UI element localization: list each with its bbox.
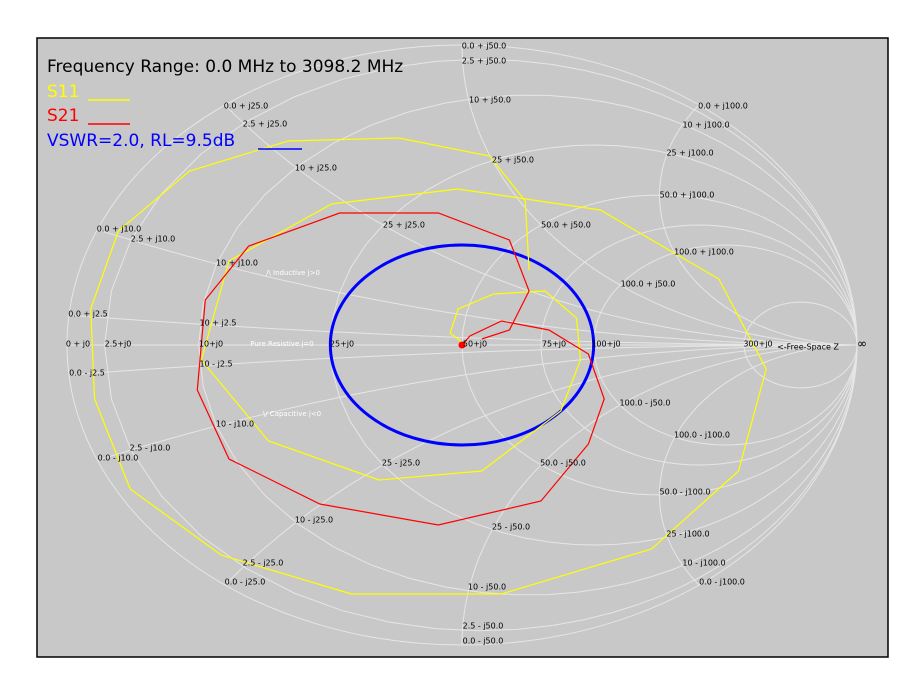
grid-label: 10 + j50.0 <box>469 96 511 105</box>
grid-label: 0.0 + j100.0 <box>698 102 748 111</box>
chart-title: Frequency Range: 0.0 MHz to 3098.2 MHz <box>47 57 403 77</box>
annotation: Pure Resistive j=0 <box>250 340 314 348</box>
grid-label: 25 - j25.0 <box>382 459 420 468</box>
grid-label: 0.0 - j10.0 <box>98 454 139 463</box>
grid-label: 2.5 - j25.0 <box>243 559 284 568</box>
grid-label: 100.0 + j100.0 <box>674 248 734 257</box>
grid-label: 0.0 - j25.0 <box>225 578 266 587</box>
grid-label: 0.0 - j50.0 <box>463 637 504 646</box>
trace <box>90 137 767 595</box>
grid-label: 2.5 - j50.0 <box>463 622 504 631</box>
grid-label: 10 + j10.0 <box>216 259 258 268</box>
curves <box>90 137 767 595</box>
vswr-circle <box>328 243 596 447</box>
grid-label: 2.5 + j10.0 <box>131 235 176 244</box>
grid-label: 25+j0 <box>330 340 354 349</box>
grid-label: 0 + j0 <box>66 340 90 349</box>
grid-label: 0.0 + j25.0 <box>224 102 269 111</box>
grid-label: 25 + j25.0 <box>383 221 425 230</box>
grid-label: 2.5 - j10.0 <box>130 444 171 453</box>
annotation: <-Free-Space Z <box>777 343 839 352</box>
grid-label: 2.5 + j25.0 <box>243 120 288 129</box>
grid-label: 2.5+j0 <box>105 340 132 349</box>
grid-label: 10 - j50.0 <box>468 583 506 592</box>
legend-label: S21 <box>47 106 79 126</box>
grid-label: 10 - j10.0 <box>216 420 254 429</box>
grid-label: 25 - j50.0 <box>492 523 530 532</box>
labels: 0.0 + j50.0 2.5 + j50.0 10 + j50.0 25 + j50… <box>66 42 867 646</box>
grid-label: 10 - j25.0 <box>295 516 333 525</box>
grid-label: 10 - j2.5 <box>199 360 232 369</box>
grid-label: 100.0 - j100.0 <box>674 431 730 440</box>
resistance-circle <box>743 301 858 389</box>
grid-label: 10 + j100.0 <box>682 121 729 130</box>
annotation: \/ Capacitive j<0 <box>263 410 321 418</box>
grid-label: 0.0 - j100.0 <box>699 578 745 587</box>
grid-label: 10 - j100.0 <box>682 559 725 568</box>
reactance-arc <box>658 344 857 586</box>
grid-label: 100.0 + j50.0 <box>621 280 676 289</box>
legend-label: VSWR=2.0, RL=9.5dB <box>47 131 235 151</box>
grid-label: 0.0 - j2.5 <box>69 369 105 378</box>
grid-label: 0.0 + j2.5 <box>68 310 107 319</box>
start-marker <box>458 341 466 349</box>
grid-label: 50.0 + j100.0 <box>660 191 715 200</box>
grid-label: 100.0 - j50.0 <box>620 399 671 408</box>
grid-label: 2.5 + j50.0 <box>462 57 507 66</box>
annotation: /\ Inductive j>0 <box>266 269 320 277</box>
legend-label: S11 <box>47 82 79 102</box>
grid-label: 25 + j100.0 <box>666 149 713 158</box>
grid-label: 25 + j50.0 <box>492 156 534 165</box>
grid-label: 10 + j25.0 <box>295 164 337 173</box>
grid-label: 300+j0 <box>743 340 772 349</box>
grid-label: 50.0 + j50.0 <box>541 221 591 230</box>
grid-label: 75+j0 <box>542 340 566 349</box>
grid-label: 25 - j100.0 <box>666 530 709 539</box>
annotation: ∞ <box>857 337 867 351</box>
grid-label: 100+j0 <box>591 340 620 349</box>
grid-label: 50+j0 <box>463 340 487 349</box>
grid-label: 10+j0 <box>199 340 223 349</box>
grid-label: 10 + j2.5 <box>200 319 237 328</box>
trace <box>196 212 605 526</box>
grid-label: 50.0 - j100.0 <box>660 488 711 497</box>
grid-label: 0.0 + j10.0 <box>97 225 142 234</box>
grid-label: 50.0 - j50.0 <box>540 459 586 468</box>
grid-label: 0.0 + j50.0 <box>462 42 507 51</box>
